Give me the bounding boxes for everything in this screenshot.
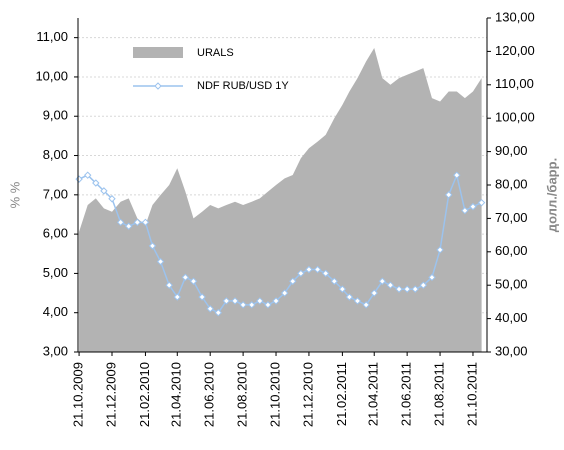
ndf-marker (133, 218, 142, 227)
ndf-marker (362, 301, 370, 309)
ndf-marker (395, 285, 403, 293)
y2-tick-label: 40,00 (495, 310, 528, 325)
y-tick-label: 10,00 (35, 68, 68, 83)
urals-area (79, 48, 482, 353)
ndf-marker (444, 191, 453, 199)
x-tick-label: 21.02.2010 (137, 362, 152, 427)
ndf-marker (92, 179, 100, 187)
ndf-marker (477, 198, 486, 207)
y2-tick-label: 100,00 (495, 110, 535, 125)
y-axis-label: % % (7, 181, 22, 208)
ndf-marker (181, 273, 190, 282)
x-tick-label: 21.10.2010 (267, 362, 282, 427)
ndf-marker (378, 277, 387, 285)
x-tick-label: 21.04.2011 (366, 362, 381, 426)
ndf-marker (305, 265, 313, 274)
ndf-marker (330, 277, 339, 285)
x-tick-label: 21.02.2011 (334, 362, 349, 426)
ndf-marker (469, 202, 477, 211)
ndf-marker (214, 308, 222, 317)
y2-tick-label: 70,00 (495, 210, 528, 225)
ndf-marker (75, 175, 83, 183)
y-tick-label: 9,00 (43, 108, 68, 123)
ndf-marker (156, 257, 165, 266)
y2-tick-label: 120,00 (495, 43, 535, 58)
ndf-marker (436, 246, 444, 254)
ndf-marker (419, 281, 428, 289)
y2-tick-label: 80,00 (495, 176, 528, 191)
ndf-marker (206, 305, 214, 313)
ndf-marker (353, 297, 362, 305)
ndf-marker (125, 222, 133, 230)
x-tick-label: 21.12.2009 (103, 362, 118, 427)
ndf-marker (116, 218, 125, 227)
y-tick-label: 7,00 (43, 186, 68, 201)
x-tick-label: 21.04.2010 (169, 362, 184, 427)
ndf-marker (108, 195, 116, 203)
ndf-marker (148, 242, 157, 250)
y2-tick-label: 110,00 (495, 76, 534, 91)
ndf-marker (321, 269, 330, 278)
ndf-marker (84, 171, 92, 179)
ndf-marker (370, 289, 378, 297)
ndf-marker (386, 281, 395, 289)
y2-axis-label: долл./барр. (544, 158, 559, 232)
ndf-marker (264, 301, 272, 309)
x-tick-label: 21.08.2011 (431, 362, 446, 426)
x-tick-label: 21.06.2011 (399, 362, 414, 426)
y-tick-label: 6,00 (43, 226, 68, 241)
ndf-marker (345, 293, 354, 301)
legend-label: URALS (197, 47, 234, 59)
y2-tick-label: 50,00 (495, 277, 528, 292)
ndf-marker (165, 281, 173, 289)
ndf-marker (256, 297, 264, 305)
x-tick-label: 21.06.2010 (202, 362, 217, 427)
legend-marker (154, 82, 162, 90)
ndf-marker (428, 273, 436, 282)
ndf-marker (173, 293, 181, 301)
ndf-marker (222, 297, 231, 305)
ndf-marker (248, 301, 256, 309)
ndf-marker (141, 218, 150, 227)
ndf-marker (198, 293, 206, 301)
ndf-marker (453, 171, 461, 179)
ndf-marker (338, 285, 347, 293)
y-tick-label: 3,00 (43, 343, 68, 358)
y2-tick-label: 130,00 (495, 9, 535, 24)
ndf-marker (411, 285, 419, 293)
ndf-marker (461, 206, 469, 215)
ndf-marker (403, 285, 411, 293)
ndf-marker (189, 277, 198, 285)
y2-tick-label: 60,00 (495, 243, 528, 258)
ndf-marker (239, 301, 247, 309)
ndf-marker (231, 297, 239, 305)
ndf-marker (289, 277, 297, 285)
x-tick-label: 21.12.2010 (300, 362, 315, 427)
x-tick-label: 21.08.2010 (235, 362, 250, 427)
x-tick-label: 21.10.2011 (464, 362, 479, 426)
y2-tick-label: 90,00 (495, 143, 528, 158)
legend-label: NDF RUB/USD 1Y (197, 80, 289, 92)
y-tick-label: 4,00 (43, 304, 68, 319)
y-tick-label: 5,00 (43, 265, 68, 280)
ndf-marker (313, 265, 322, 274)
ndf-marker (100, 187, 108, 195)
x-tick-label: 21.10.2009 (71, 362, 86, 427)
ndf-marker (272, 297, 280, 305)
y-tick-label: 11,00 (36, 29, 68, 44)
ndf-marker (297, 269, 305, 278)
y-tick-label: 8,00 (43, 147, 68, 162)
legend-swatch (133, 47, 183, 58)
ndf-marker (280, 289, 289, 297)
y2-tick-label: 30,00 (495, 343, 528, 358)
